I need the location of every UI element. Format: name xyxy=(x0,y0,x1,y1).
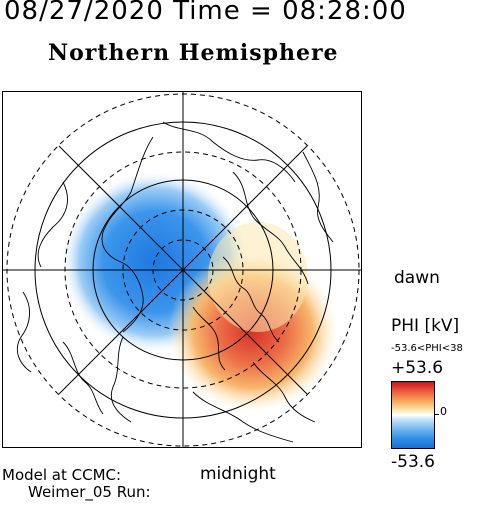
coastline-scandinavia xyxy=(232,171,309,285)
datetime-header: 08/27/2020 Time = 08:28:00 xyxy=(4,0,407,26)
colorbar xyxy=(391,381,435,449)
coastline-bering xyxy=(252,361,316,423)
positive-cell-halo xyxy=(208,222,308,332)
colorbar-min-label: -53.6 xyxy=(391,452,435,472)
coastline-canada-west xyxy=(111,336,132,423)
polar-map xyxy=(2,91,362,448)
potential-patterns xyxy=(60,170,338,412)
colorbar-zero-tick xyxy=(435,414,439,415)
colorbar-max-label: +53.6 xyxy=(391,358,444,378)
polar-grid xyxy=(3,92,361,447)
midnight-label: midnight xyxy=(200,464,276,484)
coastline-labrador xyxy=(17,291,32,373)
grid-line-diag-2 xyxy=(58,145,308,395)
polar-plot-svg xyxy=(3,92,361,447)
coastline-arctic-islands xyxy=(192,306,226,371)
coastline-europe xyxy=(162,121,296,183)
model-label: Model at CCMC: xyxy=(2,466,122,484)
colorbar-variable-label: PHI [kV] xyxy=(391,316,460,336)
coastline-iceland xyxy=(37,181,68,268)
coastline-siberia xyxy=(222,256,280,343)
page-title: Northern Hemisphere xyxy=(48,40,339,66)
coastline-greenland xyxy=(101,136,154,333)
coastline-russia xyxy=(302,151,334,243)
coastline-hudson xyxy=(62,341,104,415)
coastline-alaska xyxy=(192,391,294,443)
colorbar-zero-label: 0 xyxy=(440,405,447,418)
colorbar-range-text: -53.6<PHI<38 xyxy=(391,343,463,354)
run-label: Weimer_05 Run: xyxy=(28,483,151,501)
dawn-label: dawn xyxy=(394,268,440,288)
coastlines xyxy=(17,121,334,443)
